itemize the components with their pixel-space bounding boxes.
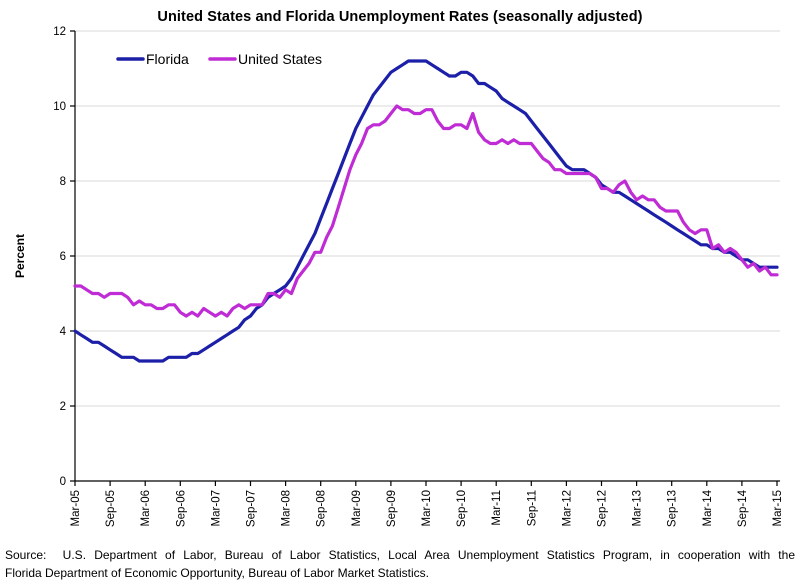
x-tick-label: Sep-07 bbox=[246, 490, 258, 527]
x-tick-label: Sep-09 bbox=[386, 490, 398, 527]
x-tick-label: Mar-06 bbox=[140, 490, 152, 526]
source-line-2: Florida Department of Economic Opportuni… bbox=[5, 566, 429, 580]
y-tick-label: 12 bbox=[53, 26, 66, 38]
x-tick-label: Sep-06 bbox=[175, 490, 187, 527]
chart-title: United States and Florida Unemployment R… bbox=[157, 9, 643, 25]
series-line-florida bbox=[73, 59, 779, 363]
x-tick-label: Mar-13 bbox=[632, 490, 644, 526]
legend-label-florida: Florida bbox=[146, 51, 189, 67]
source-line-1: Source: U.S. Department of Labor, Bureau… bbox=[5, 548, 795, 562]
plot-area: 0 2 4 6 8 10 12 Mar-05 Sep-05 Mar-06 Sep-06 Mar-07 S… bbox=[0, 25, 800, 531]
x-tick-label: Mar-10 bbox=[421, 490, 433, 526]
x-tick-label: Sep-08 bbox=[316, 490, 328, 527]
series-line-united-states bbox=[73, 104, 779, 318]
y-tick-label: 6 bbox=[60, 251, 66, 263]
legend-label-united-states: United States bbox=[238, 51, 322, 67]
x-tick-label: Sep-12 bbox=[597, 490, 609, 527]
x-tick-label: Mar-11 bbox=[491, 490, 503, 526]
x-tick-label: Sep-05 bbox=[105, 490, 117, 527]
x-tick-label: Sep-11 bbox=[526, 490, 538, 526]
x-tick-label: Sep-14 bbox=[737, 489, 749, 527]
x-tick-label: Mar-14 bbox=[702, 489, 714, 526]
x-tick-label: Mar-15 bbox=[772, 490, 784, 526]
y-tick-label: 8 bbox=[60, 176, 66, 188]
source-note: Source: U.S. Department of Labor, Bureau… bbox=[5, 546, 795, 582]
y-tick-label: 4 bbox=[60, 326, 67, 338]
y-tick-label: 2 bbox=[60, 401, 66, 413]
x-tick-label: Mar-08 bbox=[281, 490, 293, 526]
x-tick-label: Mar-09 bbox=[351, 490, 363, 526]
x-tick-label: Sep-10 bbox=[456, 490, 468, 527]
y-tick-label: 0 bbox=[60, 476, 66, 488]
unemployment-line-chart: 0 2 4 6 8 10 12 Mar-05 Sep-05 Mar-06 Sep-06 Mar-07 S… bbox=[13, 26, 784, 527]
x-tick-label: Mar-12 bbox=[561, 490, 573, 526]
x-tick-label: Mar-05 bbox=[70, 490, 82, 526]
x-tick-label: Sep-13 bbox=[667, 490, 679, 527]
y-tick-label: 10 bbox=[53, 101, 66, 113]
y-axis-title: Percent bbox=[13, 234, 27, 278]
x-tick-label: Mar-07 bbox=[210, 490, 222, 526]
